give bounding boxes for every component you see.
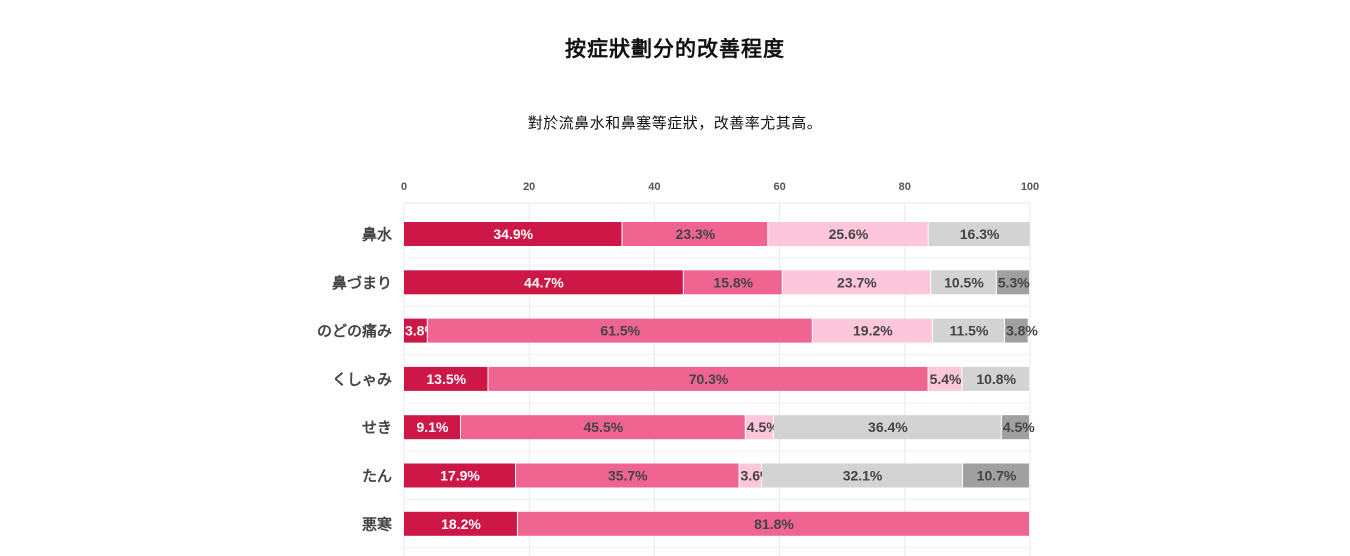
data-label: 4.5% bbox=[1003, 419, 1035, 435]
data-label: 5.4% bbox=[930, 371, 962, 387]
data-label: 4.5% bbox=[747, 419, 779, 435]
bar-segment bbox=[1001, 415, 1029, 440]
bar-segment bbox=[773, 415, 1001, 440]
data-label: 15.8% bbox=[713, 274, 753, 290]
x-tick-label: 20 bbox=[523, 181, 535, 193]
data-label: 17.9% bbox=[440, 468, 480, 484]
data-label: 10.5% bbox=[944, 274, 984, 290]
bar-segment bbox=[404, 463, 516, 488]
data-label: 23.7% bbox=[837, 274, 877, 290]
data-label: 13.5% bbox=[426, 371, 466, 387]
category-label: 鼻水 bbox=[362, 226, 393, 244]
data-label: 70.3% bbox=[689, 371, 729, 387]
chart-title: 按症狀劃分的改善程度 bbox=[565, 37, 785, 61]
data-label: 10.8% bbox=[976, 371, 1016, 387]
data-label: 3.8% bbox=[1006, 323, 1038, 339]
bar-segment bbox=[928, 366, 962, 391]
data-label: 19.2% bbox=[853, 323, 893, 339]
bar-segment bbox=[745, 415, 773, 440]
data-label: 36.4% bbox=[868, 419, 908, 435]
x-tick-label: 100 bbox=[1021, 181, 1039, 193]
bar-segment bbox=[404, 366, 488, 391]
bar-segment bbox=[1004, 318, 1028, 343]
data-label: 34.9% bbox=[493, 226, 533, 242]
bar-segment bbox=[739, 463, 762, 488]
bar-segment bbox=[932, 318, 1004, 343]
data-label: 45.5% bbox=[584, 419, 624, 435]
x-tick-label: 80 bbox=[899, 181, 911, 193]
bar-segment bbox=[460, 415, 745, 440]
data-label: 10.7% bbox=[977, 468, 1017, 484]
category-label: せき bbox=[362, 419, 392, 437]
bar-segment bbox=[996, 270, 1029, 295]
chart-subtitle: 對於流鼻水和鼻塞等症狀，改善率尤其高。 bbox=[527, 114, 823, 132]
bar-segment bbox=[782, 270, 931, 295]
data-label: 81.8% bbox=[754, 516, 794, 532]
bar-segment bbox=[928, 222, 1030, 246]
data-label: 61.5% bbox=[600, 323, 640, 339]
x-tick-label: 60 bbox=[773, 181, 785, 193]
data-label: 9.1% bbox=[417, 419, 449, 435]
data-label: 5.3% bbox=[998, 274, 1030, 290]
bar-segment bbox=[762, 463, 963, 488]
data-label: 25.6% bbox=[829, 226, 869, 242]
data-label: 18.2% bbox=[441, 516, 481, 532]
bar-segment bbox=[963, 463, 1029, 488]
bar-segment bbox=[768, 222, 928, 246]
bar-segment bbox=[812, 318, 932, 343]
data-label: 11.5% bbox=[949, 323, 988, 339]
bar-segment bbox=[404, 511, 517, 536]
x-tick-label: 0 bbox=[401, 181, 407, 193]
data-label: 44.7% bbox=[524, 274, 564, 290]
bar-segment bbox=[516, 463, 739, 488]
data-label: 32.1% bbox=[843, 468, 883, 484]
bar-segment bbox=[404, 415, 460, 440]
bar-segment bbox=[517, 511, 1029, 536]
data-label: 16.3% bbox=[960, 226, 1000, 242]
bar-segment bbox=[488, 366, 928, 391]
category-label: たん bbox=[362, 467, 392, 485]
bar-segment bbox=[404, 318, 427, 343]
data-label: 23.3% bbox=[676, 226, 716, 242]
bar-segment bbox=[622, 222, 768, 246]
bar-segment bbox=[404, 222, 622, 246]
bar-segment bbox=[931, 270, 996, 295]
data-label: 35.7% bbox=[608, 468, 648, 484]
category-label: 悪寒 bbox=[362, 515, 393, 533]
category-label: 鼻づまり bbox=[332, 274, 392, 292]
bar-segment bbox=[683, 270, 782, 295]
bar-segment bbox=[962, 366, 1029, 391]
bar-segment bbox=[404, 270, 683, 295]
category-label: くしゃみ bbox=[332, 370, 392, 388]
x-tick-label: 40 bbox=[648, 181, 660, 193]
category-label: のどの痛み bbox=[317, 322, 392, 340]
bar-segment bbox=[427, 318, 812, 343]
